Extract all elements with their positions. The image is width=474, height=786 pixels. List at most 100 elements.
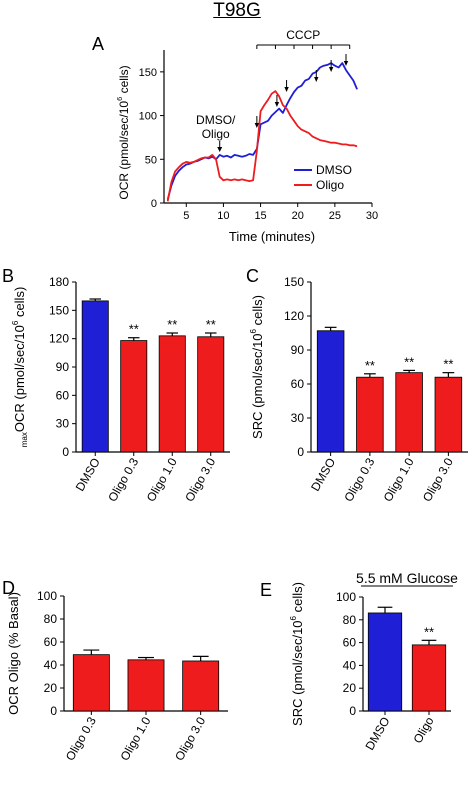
b-x-tick-label: Oligo 0.3	[105, 455, 141, 504]
a-x-axis-label: Time (minutes)	[229, 229, 315, 244]
e-y-tick-label: 60	[343, 636, 357, 650]
e-y-tick-label: 80	[343, 613, 357, 627]
a-bracket-label: CCCP	[286, 28, 320, 42]
b-bar	[120, 340, 148, 453]
d-y-tick-label: 0	[50, 704, 57, 718]
a-x-tick-label: 30	[366, 210, 378, 222]
legend-label-dmso: DMSO	[316, 163, 352, 177]
a-x-tick-label: 20	[292, 210, 304, 222]
a-cccp-arrowhead	[284, 87, 289, 92]
panel-label-c: C	[246, 266, 259, 286]
d-bar	[72, 654, 110, 712]
a-cccp-arrowhead	[254, 123, 260, 128]
d-bar	[182, 660, 220, 712]
d-y-tick-label: 60	[44, 635, 58, 649]
b-y-tick-label: 30	[56, 417, 70, 431]
e-y-tick-label: 0	[349, 704, 356, 718]
c-significance: **	[443, 357, 453, 372]
a-y-axis-label-sup: 6	[115, 97, 124, 101]
e-y-axis-label-main: SRC (pmol/sec/10	[290, 620, 305, 725]
e-y-tick-label: 40	[343, 658, 357, 672]
e-bar	[411, 644, 447, 712]
a-y-tick-label: 100	[139, 111, 157, 123]
c-x-tick-label: Oligo 0.3	[341, 455, 377, 504]
c-significance: **	[365, 358, 375, 373]
e-title: 5.5 mM Glucose	[356, 570, 458, 586]
c-y-tick-label: 60	[291, 377, 305, 391]
b-significance: **	[206, 317, 216, 332]
e-y-axis-label-tail: cells)	[290, 582, 305, 616]
c-x-tick-label: DMSO	[308, 456, 338, 494]
c-bar	[316, 330, 345, 453]
e-y-axis-label: SRC (pmol/sec/106 cells)	[289, 582, 305, 726]
a-y-tick-label: 50	[145, 154, 157, 166]
a-y-tick-label: 150	[139, 67, 157, 79]
d-y-tick-label: 40	[44, 658, 58, 672]
a-cccp-arrowhead	[274, 102, 280, 107]
a-y-tick-label: 0	[151, 198, 157, 210]
c-y-axis-label-tail: cells)	[250, 295, 265, 329]
panel-label-a: A	[92, 34, 104, 54]
c-y-axis-label: SRC (pmol/sec/106 cells)	[249, 295, 265, 439]
e-bar	[367, 612, 403, 712]
b-x-tick-label: Oligo 1.0	[144, 455, 180, 504]
b-bar	[158, 335, 186, 453]
a-y-axis-label: OCR (pmol/sec/106 cells)	[115, 65, 131, 199]
b-y-axis-label: maxOCR (pmol/sec/106 cells)	[11, 287, 29, 448]
b-y-tick-label: 150	[49, 303, 69, 317]
c-x-tick-label: Oligo 1.0	[381, 455, 417, 504]
a-injection-arrowhead	[217, 147, 223, 152]
d-y-axis-label: OCR Oligo (% Basal)	[6, 592, 21, 715]
c-x-tick-label: Oligo 3.0	[420, 455, 456, 504]
legend-label-oligo: Oligo	[316, 178, 344, 192]
series-line-oligo	[166, 90, 358, 202]
a-cccp-arrowhead	[328, 67, 334, 72]
d-x-tick-label: Oligo 1.0	[117, 714, 153, 763]
panel-label-e: E	[260, 580, 272, 600]
a-cccp-arrowhead	[314, 77, 319, 82]
a-annotation-line-1: DMSO/	[196, 113, 236, 127]
e-x-tick-label: Oligo	[410, 714, 436, 746]
c-y-tick-label: 120	[284, 309, 304, 323]
b-x-tick-label: Oligo 3.0	[182, 455, 218, 504]
a-cccp-arrowhead	[343, 61, 349, 66]
b-x-tick-label: DMSO	[73, 456, 103, 494]
d-x-tick-label: Oligo 0.3	[63, 714, 99, 763]
b-y-axis-label-main: OCR (pmol/sec/10	[12, 325, 27, 432]
c-y-axis-label-main: SRC (pmol/sec/10	[250, 333, 265, 438]
c-y-axis-label-sup: 6	[249, 328, 258, 333]
d-y-tick-label: 100	[37, 589, 57, 603]
panel-label-d: D	[2, 578, 15, 598]
a-x-tick-label: 25	[329, 210, 341, 222]
c-bar	[434, 376, 463, 453]
c-y-tick-label: 150	[284, 275, 304, 289]
a-y-axis-label-main: OCR (pmol/sec/10	[117, 101, 131, 200]
d-y-tick-label: 80	[44, 612, 58, 626]
c-y-tick-label: 30	[291, 411, 305, 425]
a-x-tick-label: 5	[183, 210, 189, 222]
b-bar	[197, 336, 225, 453]
c-y-tick-label: 0	[297, 445, 304, 459]
figure-title: T98G	[0, 0, 474, 22]
b-y-tick-label: 90	[56, 360, 70, 374]
b-y-axis-label-tail: cells)	[12, 287, 27, 321]
c-bar	[395, 372, 423, 453]
figure-title-text: T98G	[213, 0, 261, 21]
b-y-tick-label: 180	[49, 275, 69, 289]
a-x-tick-label: 10	[217, 210, 229, 222]
e-y-tick-label: 20	[343, 681, 357, 695]
e-y-tick-label: 100	[336, 590, 356, 604]
e-significance: **	[424, 624, 434, 639]
a-annotation-line-2: Oligo	[202, 127, 230, 141]
c-bar	[356, 376, 384, 453]
a-x-tick-label: 15	[254, 210, 266, 222]
b-y-tick-label: 60	[56, 388, 70, 402]
d-bar	[127, 659, 165, 712]
panel-label-b: B	[2, 266, 14, 286]
d-y-axis-label-main: OCR Oligo (% Basal)	[6, 592, 21, 715]
e-y-axis-label-sup: 6	[289, 615, 298, 620]
c-y-tick-label: 90	[291, 343, 305, 357]
b-significance: **	[129, 322, 139, 337]
b-bar	[81, 300, 109, 453]
